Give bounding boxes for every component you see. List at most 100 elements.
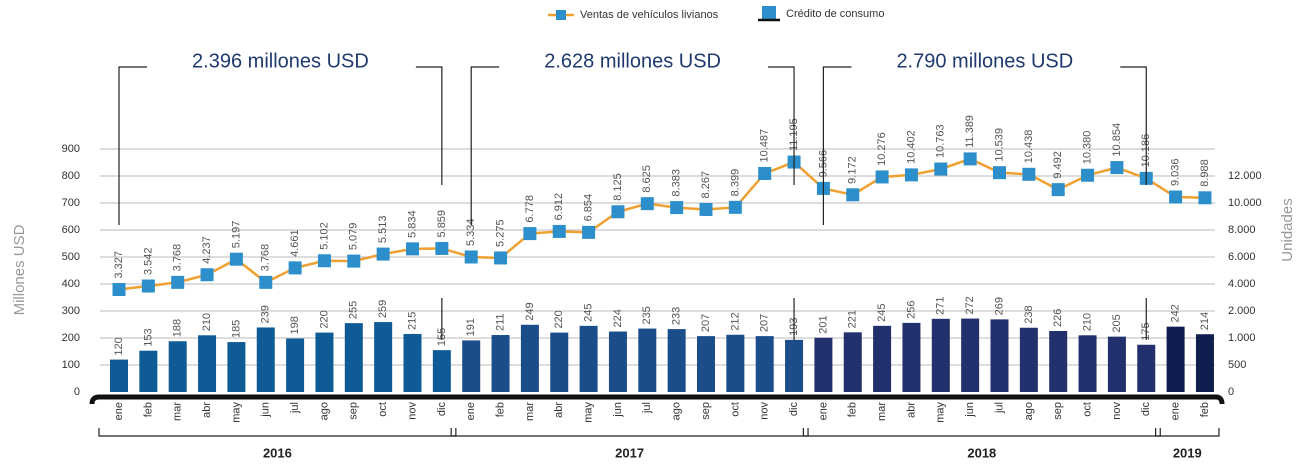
- bar: [814, 337, 833, 392]
- line-label: 10.539: [993, 128, 1005, 162]
- bar-label: 210: [201, 313, 213, 331]
- bar-label: 245: [583, 303, 595, 321]
- marker: [1081, 168, 1095, 182]
- x-tick-label: sep: [1052, 402, 1064, 420]
- line-label: 8.399: [729, 169, 741, 197]
- line-label: 10.438: [1023, 130, 1035, 164]
- x-tick-label: jun: [260, 402, 272, 418]
- bar-label: 153: [142, 328, 154, 346]
- marker: [1169, 190, 1183, 204]
- bar: [374, 322, 393, 392]
- bar-label: 269: [993, 297, 1005, 315]
- x-tick-label: dic: [1140, 402, 1152, 417]
- y2-tick-label: 6.000: [1228, 251, 1256, 263]
- bar-label: 235: [641, 306, 653, 324]
- bar: [931, 318, 950, 392]
- bar-label: 271: [935, 296, 947, 314]
- bar-label: 224: [612, 309, 624, 327]
- year-bracket: [98, 428, 457, 437]
- line: [118, 157, 1205, 291]
- x-tick-label: jul: [289, 402, 301, 414]
- bar-label: 220: [553, 310, 565, 328]
- x-tick-label: sep: [700, 402, 712, 420]
- x-tick-label: jul: [641, 402, 653, 414]
- y-tick-label: 700: [62, 197, 80, 209]
- line-label: 6.912: [553, 193, 565, 221]
- marker: [523, 227, 537, 241]
- line-label: 5.859: [436, 210, 448, 238]
- y2-tick-label: 0: [1228, 386, 1234, 398]
- line-label: 5.275: [494, 219, 506, 247]
- bar: [990, 319, 1009, 392]
- bar: [1137, 344, 1156, 392]
- bar: [755, 336, 774, 392]
- bar-label: 212: [729, 312, 741, 330]
- line-label: 8.988: [1199, 159, 1211, 187]
- legend-label: Ventas de vehículos livianos: [580, 9, 719, 21]
- year-label: 2016: [263, 445, 292, 460]
- bar-label: 249: [524, 302, 536, 320]
- bar: [462, 340, 481, 392]
- x-tick-label: mar: [524, 402, 536, 421]
- year-label: 2018: [967, 445, 996, 460]
- y-tick-label: 800: [62, 170, 80, 182]
- line-label: 8.383: [671, 169, 683, 197]
- marker: [1051, 183, 1065, 197]
- marker: [317, 254, 331, 268]
- bar-label: 255: [348, 301, 360, 319]
- marker: [904, 168, 918, 182]
- marker: [758, 167, 772, 181]
- marker: [611, 205, 625, 219]
- x-tick-label: oct: [377, 402, 389, 417]
- x-tick-label: ago: [671, 402, 683, 420]
- bar-label: 233: [671, 307, 683, 325]
- bar-label: 220: [318, 310, 330, 328]
- bar: [432, 350, 451, 392]
- bar: [168, 341, 187, 392]
- bar: [227, 342, 246, 392]
- bar-label: 238: [1023, 305, 1035, 323]
- bar: [1107, 336, 1126, 392]
- x-tick-label: abr: [905, 402, 917, 418]
- annotation-bracket: [118, 66, 443, 340]
- bar-label: 259: [377, 300, 389, 318]
- line-label: 10.402: [905, 130, 917, 164]
- line-label: 10.276: [876, 132, 888, 166]
- x-tick-label: jun: [612, 402, 624, 418]
- marker: [464, 250, 478, 264]
- line-label: 10.380: [1081, 131, 1093, 165]
- y-tick-label: 400: [62, 278, 80, 290]
- y-tick-label: 200: [62, 332, 80, 344]
- legend-marker: [556, 10, 566, 20]
- x-tick-label: ago: [318, 402, 330, 420]
- y2-axis-title: Unidades: [1279, 198, 1296, 261]
- line-label: 5.079: [348, 223, 360, 251]
- bar: [286, 338, 305, 392]
- bar-label: 226: [1052, 309, 1064, 327]
- x-tick-label: feb: [1199, 402, 1211, 417]
- marker: [259, 275, 273, 289]
- bar-label: 215: [406, 312, 418, 330]
- marker: [141, 279, 155, 293]
- bar-label: 245: [876, 303, 888, 321]
- marker: [435, 241, 449, 255]
- y-tick-label: 100: [62, 359, 80, 371]
- line-label: 10.763: [935, 124, 947, 158]
- line-label: 10.854: [1111, 123, 1123, 157]
- marker: [288, 261, 302, 275]
- marker: [963, 152, 977, 166]
- bar: [1019, 327, 1038, 392]
- bar: [961, 318, 980, 392]
- marker: [728, 200, 742, 214]
- bar: [256, 327, 275, 392]
- line-label: 5.102: [318, 222, 330, 250]
- line-label: 9.172: [847, 156, 859, 184]
- bar: [403, 333, 422, 392]
- x-tick-label: oct: [729, 402, 741, 417]
- y-tick-label: 500: [62, 251, 80, 263]
- bar: [667, 329, 686, 392]
- bar-label: 205: [1111, 314, 1123, 332]
- marker: [875, 170, 889, 184]
- bar: [198, 335, 217, 392]
- x-tick-label: ene: [465, 402, 477, 420]
